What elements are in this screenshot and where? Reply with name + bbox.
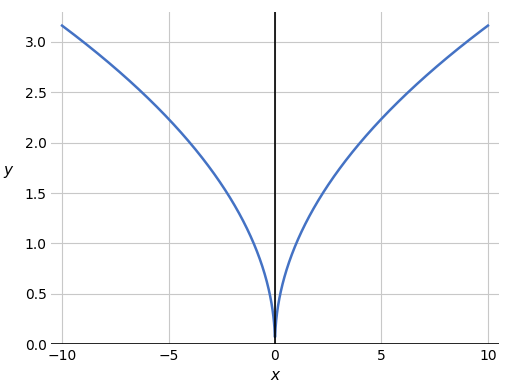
X-axis label: x: x (270, 368, 280, 384)
Y-axis label: y: y (4, 163, 12, 178)
